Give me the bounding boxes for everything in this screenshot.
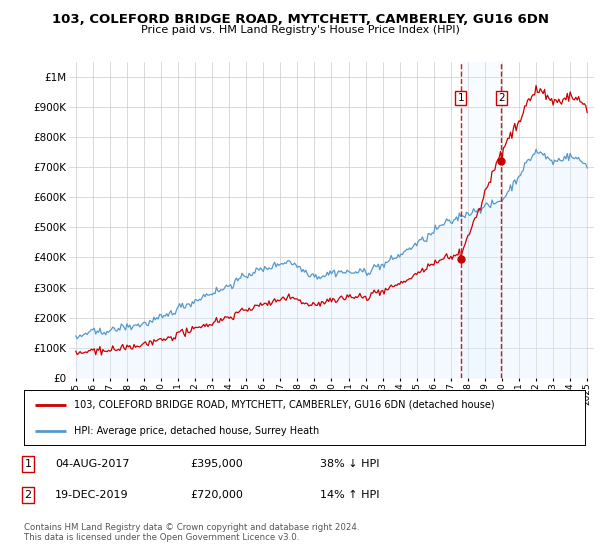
Text: 2: 2 (498, 93, 505, 103)
Text: £720,000: £720,000 (190, 490, 243, 500)
Text: Price paid vs. HM Land Registry's House Price Index (HPI): Price paid vs. HM Land Registry's House … (140, 25, 460, 35)
Text: 1: 1 (25, 459, 32, 469)
Text: 04-AUG-2017: 04-AUG-2017 (55, 459, 130, 469)
Text: 14% ↑ HPI: 14% ↑ HPI (320, 490, 380, 500)
Bar (461, 62, 501, 378)
Text: Contains HM Land Registry data © Crown copyright and database right 2024.
This d: Contains HM Land Registry data © Crown c… (24, 523, 359, 543)
Text: £395,000: £395,000 (190, 459, 243, 469)
Text: 2: 2 (25, 490, 32, 500)
Text: 38% ↓ HPI: 38% ↓ HPI (320, 459, 380, 469)
Text: HPI: Average price, detached house, Surrey Heath: HPI: Average price, detached house, Surr… (74, 426, 320, 436)
Text: 19-DEC-2019: 19-DEC-2019 (55, 490, 128, 500)
Text: 103, COLEFORD BRIDGE ROAD, MYTCHETT, CAMBERLEY, GU16 6DN: 103, COLEFORD BRIDGE ROAD, MYTCHETT, CAM… (52, 13, 548, 26)
Text: 1: 1 (457, 93, 464, 103)
Text: 103, COLEFORD BRIDGE ROAD, MYTCHETT, CAMBERLEY, GU16 6DN (detached house): 103, COLEFORD BRIDGE ROAD, MYTCHETT, CAM… (74, 400, 495, 409)
